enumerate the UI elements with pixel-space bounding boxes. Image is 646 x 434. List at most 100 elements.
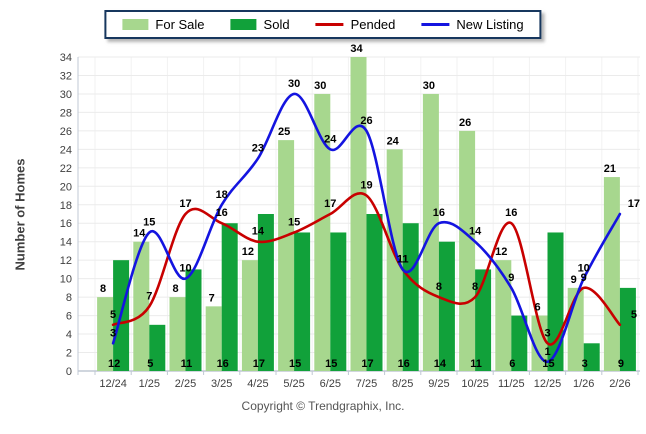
legend-label: For Sale: [155, 17, 205, 32]
sold-value-label: 17: [361, 358, 373, 370]
sold-value-label: 14: [434, 358, 447, 370]
y-tick-label: 16: [60, 218, 72, 230]
new-listing-value-label: 14: [469, 226, 482, 238]
pended-value-label: 8: [472, 281, 478, 293]
x-tick-label: 8/25: [392, 378, 413, 390]
for-sale-value-label: 7: [209, 292, 215, 304]
for-sale-bar: [169, 297, 186, 371]
pended-line: [111, 192, 622, 346]
for-sale-value-label: 8: [100, 283, 106, 295]
sold-bar: [330, 232, 347, 371]
pended-value-label: 15: [288, 216, 300, 228]
sold-value-label: 15: [542, 358, 554, 370]
for-sale-bar: [495, 260, 512, 371]
y-tick-label: 18: [60, 200, 72, 212]
x-tick-label: 2/26: [609, 378, 630, 390]
pended-value-label: 9: [581, 272, 587, 284]
for-sale-bar: [97, 297, 114, 371]
sold-value-label: 11: [181, 358, 193, 370]
for-sale-bar: [278, 140, 295, 371]
y-tick-label: 6: [66, 311, 72, 323]
for-sale-value-label: 26: [459, 117, 471, 129]
new-listing-line: [111, 92, 622, 364]
for-sale-value-label: 34: [350, 43, 363, 55]
y-tick-label: 34: [60, 52, 72, 64]
sold-value-label: 9: [618, 358, 624, 370]
legend-label: Sold: [263, 17, 290, 32]
sold-bar: [438, 241, 455, 371]
y-tick-label: 8: [66, 292, 72, 304]
pended-value-label: 5: [631, 309, 637, 321]
sold-value-label: 3: [582, 358, 588, 370]
pended-value-label: 14: [252, 226, 265, 238]
for-sale-bar: [386, 149, 403, 371]
for-sale-value-label: 21: [604, 163, 616, 175]
pended-value-label: 8: [436, 281, 442, 293]
x-tick-label: 10/25: [461, 378, 489, 390]
new-listing-value-label: 9: [508, 272, 514, 284]
pended-value-label: 19: [360, 180, 372, 192]
x-tick-label: 5/25: [283, 378, 304, 390]
legend-item-sold: Sold: [230, 17, 290, 32]
x-tick-label: 9/25: [428, 378, 449, 390]
sold-value-label: 15: [289, 358, 301, 370]
legend-swatch-1: [230, 19, 257, 30]
for-sale-value-label: 24: [387, 135, 400, 147]
y-tick-label: 14: [60, 237, 72, 249]
y-tick-label: 0: [66, 366, 72, 378]
y-tick-label: 10: [60, 274, 72, 286]
new-listing-value-label: 1: [544, 346, 550, 358]
legend-item-new-listing: New Listing: [421, 17, 524, 32]
y-tick-label: 28: [60, 107, 72, 119]
x-tick-label: 3/25: [211, 378, 232, 390]
for-sale-bar: [459, 130, 476, 371]
sold-bar: [511, 315, 528, 371]
for-sale-value-label: 14: [133, 228, 146, 240]
for-sale-value-label: 25: [278, 126, 290, 138]
y-tick-label: 22: [60, 163, 72, 175]
for-sale-value-label: 9: [571, 274, 577, 286]
pended-value-label: 17: [324, 198, 336, 210]
for-sale-value-label: 12: [495, 246, 507, 258]
new-listing-value-label: 16: [433, 207, 445, 219]
sold-bar: [294, 232, 311, 371]
new-listing-value-label: 10: [179, 263, 191, 275]
sold-bar: [583, 343, 600, 371]
y-tick-label: 2: [66, 348, 72, 360]
y-tick-label: 26: [60, 126, 72, 138]
legend-line-3: [421, 23, 450, 26]
new-listing-value-label: 10: [578, 263, 590, 275]
sold-bar: [619, 287, 636, 371]
sold-value-label: 12: [108, 358, 120, 370]
legend-item-pended: Pended: [315, 17, 396, 32]
for-sale-bar: [133, 241, 150, 371]
pended-value-label: 16: [216, 207, 228, 219]
sold-value-label: 16: [398, 358, 410, 370]
y-tick-label: 4: [66, 329, 72, 341]
for-sale-bar: [241, 260, 258, 371]
y-tick-label: 30: [60, 89, 72, 101]
new-listing-value-label: 23: [252, 143, 264, 155]
sold-value-label: 16: [217, 358, 229, 370]
y-tick-label: 24: [60, 144, 72, 156]
new-listing-value-label: 26: [360, 115, 372, 127]
pended-value-label: 11: [397, 253, 409, 265]
new-listing-value-label: 17: [628, 198, 640, 210]
y-tick-label: 20: [60, 181, 72, 193]
sold-bar: [257, 214, 274, 371]
sold-bar: [475, 269, 492, 371]
legend-label: Pended: [350, 17, 396, 32]
new-listing-value-label: 18: [216, 189, 228, 201]
pended-value-label: 3: [544, 327, 550, 339]
new-listing-value-label: 24: [324, 133, 337, 145]
y-tick-label: 12: [60, 255, 72, 267]
x-tick-label: 4/25: [247, 378, 268, 390]
x-tick-label: 2/25: [175, 378, 196, 390]
sold-bar: [185, 269, 202, 371]
new-listing-value-label: 30: [288, 78, 300, 90]
sold-value-label: 17: [253, 358, 265, 370]
for-sale-bar: [205, 306, 222, 371]
for-sale-value-label: 30: [314, 80, 326, 92]
